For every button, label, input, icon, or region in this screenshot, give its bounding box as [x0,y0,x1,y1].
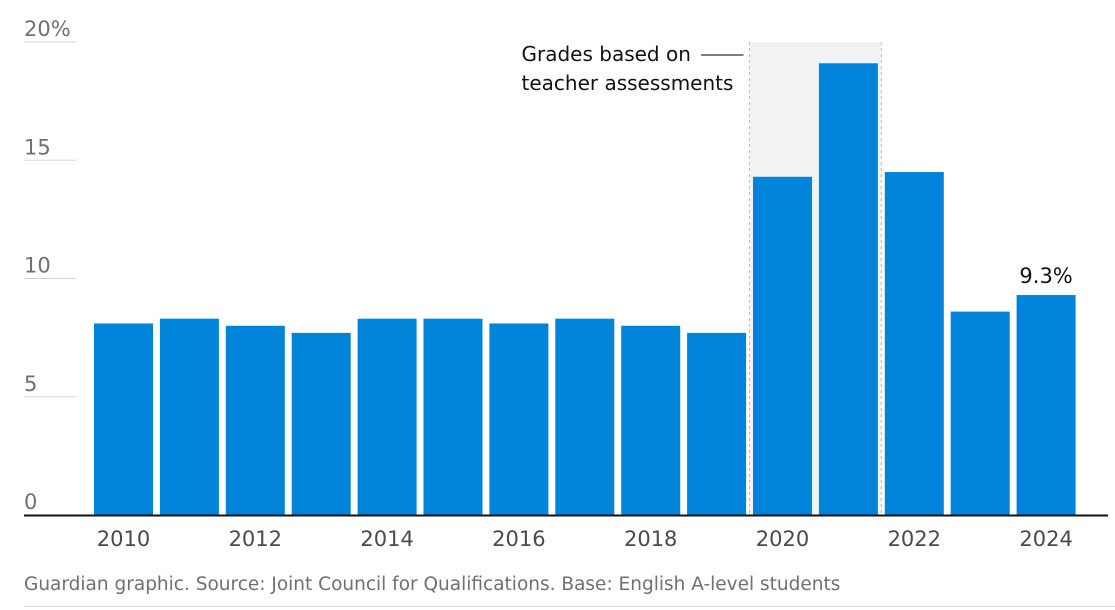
x-tick-label: 2018 [624,527,677,551]
y-tick-label: 10 [24,254,51,278]
annotation-line-1: Grades based on [522,42,691,66]
x-tick-label: 2014 [360,527,413,551]
x-tick-label: 2016 [492,527,545,551]
bar-2015 [423,318,483,515]
bar-2014 [357,318,417,515]
bar-2010 [94,323,153,515]
annotation-line-2: teacher assessments [522,71,734,95]
bar-2017 [555,318,615,515]
y-tick-label: 0 [24,490,37,514]
bottom-rule [24,606,1115,607]
x-tick-label: 2022 [888,527,941,551]
gridlines [24,41,76,398]
y-axis-ticks: 0 5 10 15 20% [24,17,71,514]
bar-2020 [753,176,812,515]
bar-2018 [621,325,681,515]
bar-2022 [884,172,944,515]
x-tick-label: 2012 [229,527,282,551]
source-note: Guardian graphic. Source: Joint Council … [24,574,841,595]
x-tick-label: 2010 [97,527,150,551]
bar-2021 [818,63,878,515]
bar-2019 [687,332,747,515]
bars [94,63,1076,515]
bar-2011 [159,318,219,515]
bar-2016 [489,323,549,515]
bar-2012 [225,325,285,515]
x-tick-label: 2020 [756,527,809,551]
bar-2013 [291,332,351,515]
data-label-2024: 9.3% [1019,264,1072,288]
bar-2024 [1016,295,1076,515]
x-tick-label: 2024 [1019,527,1072,551]
x-axis-ticks: 2010 2012 2014 2016 2018 2020 2022 2024 [97,527,1073,551]
y-tick-label: 20% [24,17,71,41]
y-tick-label: 5 [24,372,37,396]
y-tick-label: 15 [24,135,51,159]
bar-2023 [950,311,1010,515]
